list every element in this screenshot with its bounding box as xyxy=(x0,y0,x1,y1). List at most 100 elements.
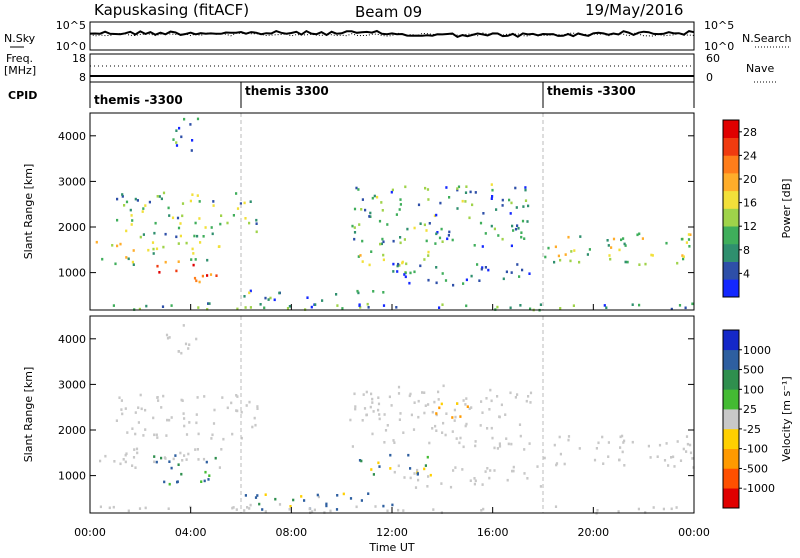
heatmap-cell xyxy=(398,264,401,267)
heatmap-cell xyxy=(185,241,188,245)
heatmap-cell xyxy=(137,421,140,424)
heatmap-cell xyxy=(377,402,381,406)
heatmap-cell xyxy=(240,410,243,414)
heatmap-cell xyxy=(631,303,634,306)
date-title: 19/May/2016 xyxy=(585,1,683,19)
heatmap-cell xyxy=(189,199,192,203)
heatmap-cell xyxy=(177,350,180,353)
heatmap-cell xyxy=(621,434,624,438)
heatmap-cell xyxy=(220,448,223,451)
heatmap-cell xyxy=(459,436,462,440)
heatmap-cell xyxy=(485,397,488,400)
heatmap-cell xyxy=(673,465,676,468)
heatmap-cell xyxy=(133,448,136,451)
heatmap-cell xyxy=(390,404,393,407)
heatmap-cell xyxy=(124,453,127,457)
heatmap-cell xyxy=(444,433,447,437)
heatmap-cell xyxy=(168,214,171,217)
heatmap-cell xyxy=(493,469,496,472)
heatmap-cell xyxy=(397,262,400,266)
heatmap-cell xyxy=(527,395,530,398)
heatmap-cell xyxy=(244,494,247,497)
heatmap-cell xyxy=(256,405,259,408)
heatmap-cell xyxy=(351,224,354,228)
heatmap-cell xyxy=(112,505,115,509)
heatmap-cell xyxy=(124,460,127,464)
heatmap-cell xyxy=(141,210,144,213)
heatmap-cell xyxy=(342,492,345,496)
heatmap-cell xyxy=(196,448,199,451)
heatmap-cell xyxy=(544,255,547,259)
heatmap-cell xyxy=(158,195,161,198)
heatmap-cell xyxy=(448,196,451,199)
heatmap-cell xyxy=(379,242,382,246)
heatmap-cell xyxy=(488,408,491,411)
heatmap-cell xyxy=(434,424,437,428)
heatmap-cell xyxy=(134,432,137,436)
heatmap-cell xyxy=(142,434,145,437)
heatmap-cell xyxy=(219,222,222,226)
heatmap-cell xyxy=(116,197,119,201)
heatmap-cell xyxy=(484,266,487,269)
heatmap-cell xyxy=(358,304,361,307)
heatmap-cell xyxy=(397,508,400,512)
data-region xyxy=(99,447,223,469)
heatmap-cell xyxy=(104,454,107,458)
heatmap-cell xyxy=(160,197,163,201)
heatmap-cell xyxy=(170,416,173,419)
heatmap-cell xyxy=(484,232,487,235)
heatmap-cell xyxy=(402,431,405,434)
heatmap-cell xyxy=(563,462,566,466)
heatmap-cell xyxy=(618,458,621,462)
heatmap-cell xyxy=(433,214,436,218)
heatmap-cell xyxy=(474,444,477,448)
heatmap-cell xyxy=(586,253,589,256)
x-tick-label: 16:00 xyxy=(477,526,509,539)
heatmap-cell xyxy=(468,407,471,410)
heatmap-cell xyxy=(278,503,282,506)
heatmap-cell xyxy=(524,199,528,202)
heatmap-cell xyxy=(426,188,430,191)
heatmap-cell xyxy=(691,457,694,460)
heatmap-cell xyxy=(144,506,147,510)
heatmap-cell xyxy=(211,433,214,437)
heatmap-cell xyxy=(427,403,430,406)
colorbar-segment xyxy=(723,208,739,227)
heatmap-cell xyxy=(160,406,163,409)
heatmap-cell xyxy=(466,405,469,408)
heatmap-cell xyxy=(245,404,248,407)
heatmap-cell xyxy=(386,509,389,513)
heatmap-cell xyxy=(524,188,527,192)
heatmap-cell xyxy=(264,296,267,300)
heatmap-cell xyxy=(353,207,357,211)
heatmap-cell xyxy=(519,434,522,438)
heatmap-cell xyxy=(480,267,483,271)
heatmap-cell xyxy=(355,505,358,509)
heatmap-cell xyxy=(489,469,492,472)
heatmap-cell xyxy=(478,279,481,282)
heatmap-cell xyxy=(300,495,303,498)
heatmap-cell xyxy=(456,188,459,192)
heatmap-cell xyxy=(183,424,186,428)
heatmap-cell xyxy=(181,202,185,205)
colorbar-tick-label: -1000 xyxy=(743,482,775,495)
heatmap-cell xyxy=(558,435,561,439)
heatmap-cell xyxy=(399,203,402,206)
heatmap-cell xyxy=(468,216,471,220)
heatmap-cell xyxy=(269,296,272,300)
heatmap-cell xyxy=(622,441,625,444)
heatmap-cell xyxy=(193,276,197,280)
heatmap-cell xyxy=(308,507,311,511)
data-region xyxy=(153,454,217,486)
heatmap-cell xyxy=(341,307,344,310)
heatmap-cell xyxy=(641,237,644,240)
heatmap-cell xyxy=(212,422,216,425)
heatmap-cell xyxy=(529,401,532,404)
heatmap-cell xyxy=(181,214,184,218)
noise-search-line xyxy=(89,32,695,37)
heatmap-cell xyxy=(427,475,430,478)
heatmap-cell xyxy=(367,492,370,495)
heatmap-cell xyxy=(441,431,444,434)
heatmap-cell xyxy=(209,273,213,276)
heatmap-cell xyxy=(303,499,306,502)
